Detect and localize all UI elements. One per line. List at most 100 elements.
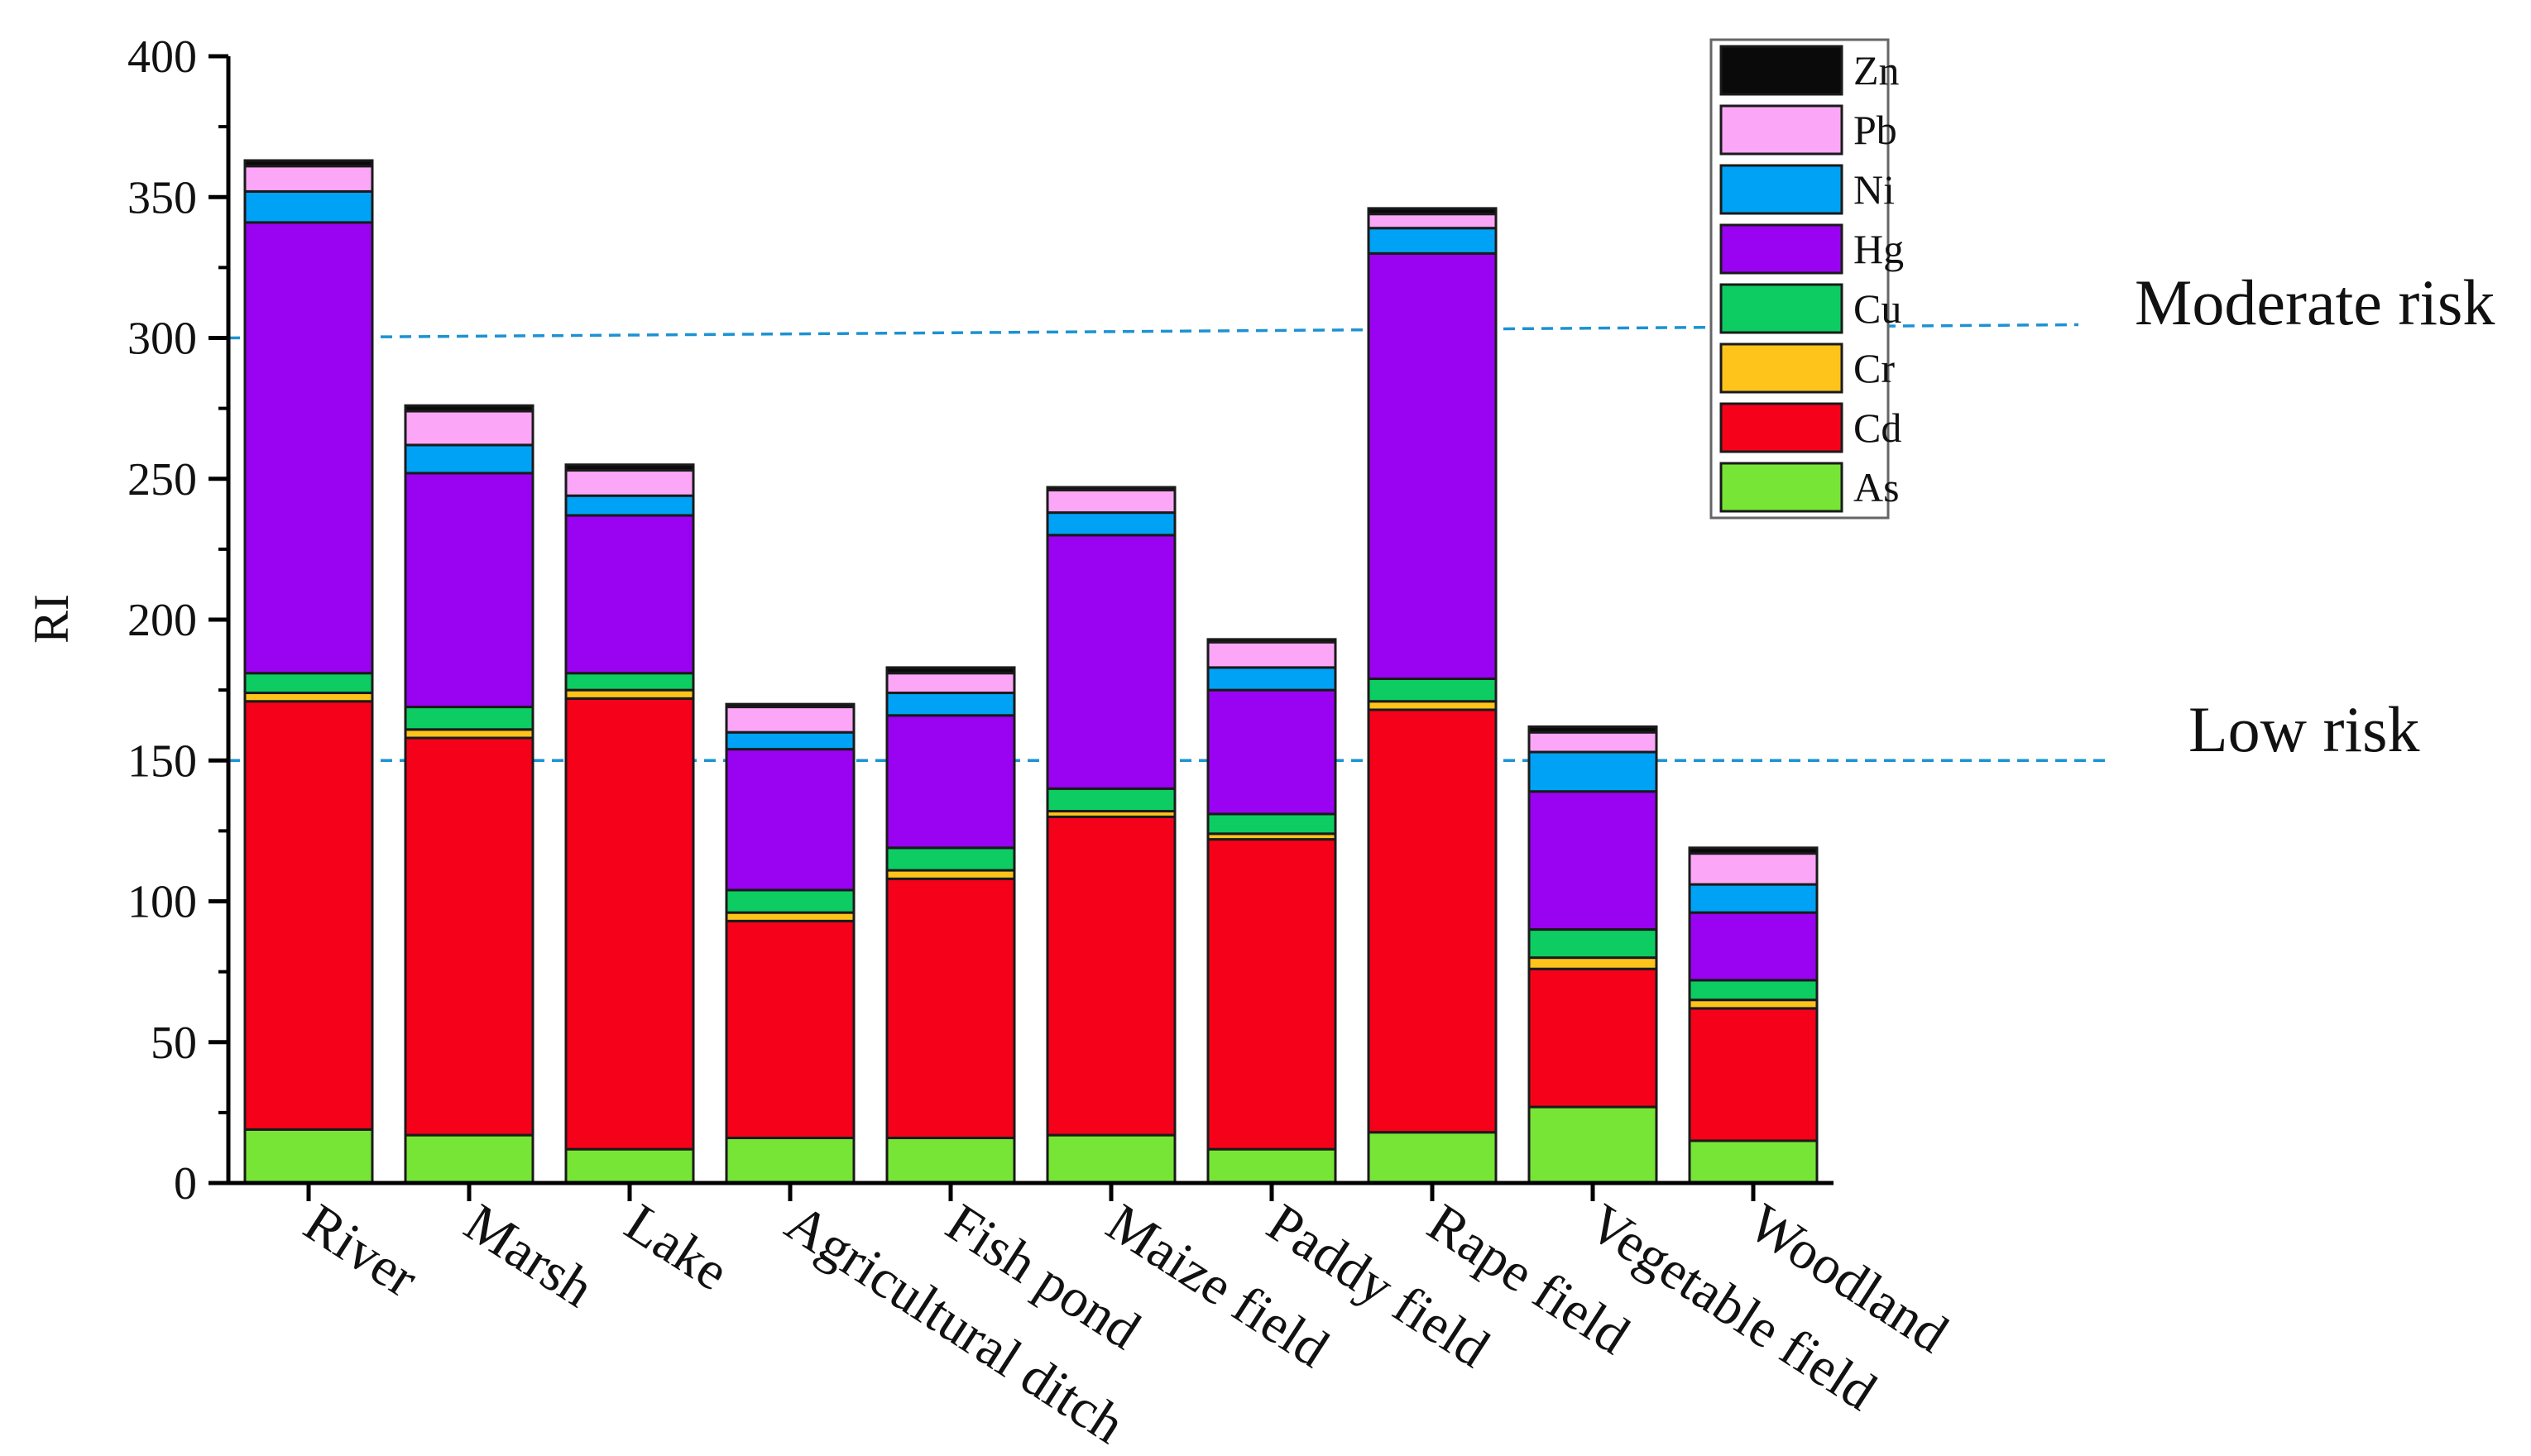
- bar-fish-pond-as: [885, 1137, 1016, 1185]
- legend-label: Hg: [1853, 226, 1904, 272]
- bar-maize-field-pb: [1046, 488, 1177, 515]
- bar-agricultural-ditch-cd: [725, 919, 856, 1140]
- bar-stack-rape-field: [1367, 207, 1498, 1185]
- bar-lake-cu: [564, 672, 695, 692]
- bar-vegetable-field-cr: [1527, 956, 1658, 970]
- bar-rape-field-as: [1367, 1131, 1498, 1185]
- bar-marsh-cr: [404, 728, 534, 740]
- bar-woodland-cd: [1688, 1007, 1819, 1142]
- bar-stack-paddy-field: [1206, 638, 1337, 1185]
- bar-woodland-cr: [1688, 999, 1819, 1010]
- bar-vegetable-field-pb: [1527, 730, 1658, 754]
- bar-river-cu: [243, 672, 374, 695]
- y-tick-label: 100: [127, 877, 197, 928]
- bar-maize-field-zn: [1046, 486, 1177, 491]
- bar-fish-pond-cd: [885, 877, 1016, 1140]
- bar-maize-field-hg: [1046, 534, 1177, 790]
- bar-paddy-field-cd: [1206, 838, 1337, 1151]
- bar-maize-field-cu: [1046, 787, 1177, 813]
- y-tick-label: 200: [127, 595, 197, 646]
- bar-river-cd: [243, 700, 374, 1131]
- bar-maize-field-ni: [1046, 511, 1177, 537]
- bar-stack-lake: [564, 463, 695, 1185]
- bar-agricultural-ditch-pb: [725, 706, 856, 734]
- legend-label: Cr: [1853, 345, 1895, 391]
- bar-rape-field-cd: [1367, 708, 1498, 1134]
- bar-paddy-field-pb: [1206, 640, 1337, 669]
- bar-lake-ni: [564, 494, 695, 517]
- bar-paddy-field-as: [1206, 1147, 1337, 1185]
- bar-lake-pb: [564, 469, 695, 497]
- bar-river-ni: [243, 189, 374, 224]
- bar-lake-hg: [564, 514, 695, 675]
- bar-maize-field-as: [1046, 1133, 1177, 1185]
- bar-marsh-as: [404, 1133, 534, 1185]
- legend-swatch-ni: [1719, 164, 1843, 215]
- bar-river-cr: [243, 692, 374, 703]
- bar-vegetable-field-ni: [1527, 750, 1658, 793]
- bar-paddy-field-zn: [1206, 638, 1337, 644]
- bar-vegetable-field-cu: [1527, 928, 1658, 960]
- bar-stack-maize-field: [1046, 486, 1177, 1185]
- bar-agricultural-ditch-cu: [725, 888, 856, 914]
- bar-stack-river: [243, 159, 374, 1185]
- bar-woodland-cu: [1688, 979, 1819, 1002]
- bar-marsh-ni: [404, 443, 534, 475]
- legend-label: Cu: [1853, 285, 1901, 332]
- bar-woodland-hg: [1688, 911, 1819, 982]
- bar-vegetable-field-cd: [1527, 967, 1658, 1109]
- legend-label: Zn: [1853, 47, 1900, 93]
- bar-agricultural-ditch-as: [725, 1137, 856, 1185]
- bar-stack-agricultural-ditch: [725, 702, 856, 1185]
- bar-river-pb: [243, 165, 374, 193]
- bar-rape-field-ni: [1367, 227, 1498, 255]
- bars: [243, 159, 1819, 1185]
- y-tick-label: 0: [174, 1158, 197, 1209]
- bar-fish-pond-pb: [885, 672, 1016, 695]
- bar-vegetable-field-as: [1527, 1105, 1658, 1185]
- bar-lake-cr: [564, 688, 695, 700]
- bar-fish-pond-cu: [885, 846, 1016, 872]
- bar-rape-field-cr: [1367, 700, 1498, 711]
- legend-label: As: [1853, 464, 1900, 510]
- bar-paddy-field-cu: [1206, 812, 1337, 836]
- legend-swatch-zn: [1719, 45, 1843, 96]
- bar-rape-field-pb: [1367, 213, 1498, 230]
- legend-swatch-cu: [1719, 283, 1843, 334]
- bar-fish-pond-cr: [885, 869, 1016, 880]
- y-tick-label: 350: [127, 172, 197, 223]
- bar-rape-field-zn: [1367, 207, 1498, 216]
- bar-maize-field-cd: [1046, 815, 1177, 1137]
- y-tick-label: 250: [127, 454, 197, 505]
- y-tick-label: 400: [127, 31, 197, 83]
- annotations: Moderate risk Low risk: [2135, 266, 2495, 765]
- bar-fish-pond-hg: [885, 714, 1016, 850]
- bar-marsh-pb: [404, 410, 534, 447]
- bar-woodland-zn: [1688, 846, 1819, 855]
- legend-swatch-cr: [1719, 342, 1843, 394]
- legend-swatch-pb: [1719, 104, 1843, 156]
- bar-agricultural-ditch-ni: [725, 730, 856, 751]
- bar-lake-as: [564, 1147, 695, 1185]
- bar-fish-pond-ni: [885, 692, 1016, 717]
- bar-river-as: [243, 1128, 374, 1185]
- bar-marsh-cu: [404, 706, 534, 731]
- bar-rape-field-hg: [1367, 251, 1498, 681]
- bar-vegetable-field-hg: [1527, 790, 1658, 932]
- bar-stack-vegetable-field: [1527, 725, 1658, 1185]
- bar-marsh-zn: [404, 404, 534, 413]
- bar-river-hg: [243, 221, 374, 675]
- y-axis-label: RI: [24, 594, 79, 644]
- legend-label: Pb: [1853, 107, 1897, 153]
- y-tick-label: 50: [151, 1018, 197, 1069]
- bar-woodland-pb: [1688, 852, 1819, 886]
- bar-fish-pond-zn: [885, 666, 1016, 675]
- legend-swatch-as: [1719, 462, 1843, 513]
- legend-swatch-cd: [1719, 402, 1843, 453]
- legend-label: Ni: [1853, 166, 1895, 213]
- bar-vegetable-field-zn: [1527, 725, 1658, 734]
- bar-agricultural-ditch-zn: [725, 702, 856, 709]
- bar-woodland-ni: [1688, 883, 1819, 914]
- bar-stack-woodland: [1688, 846, 1819, 1185]
